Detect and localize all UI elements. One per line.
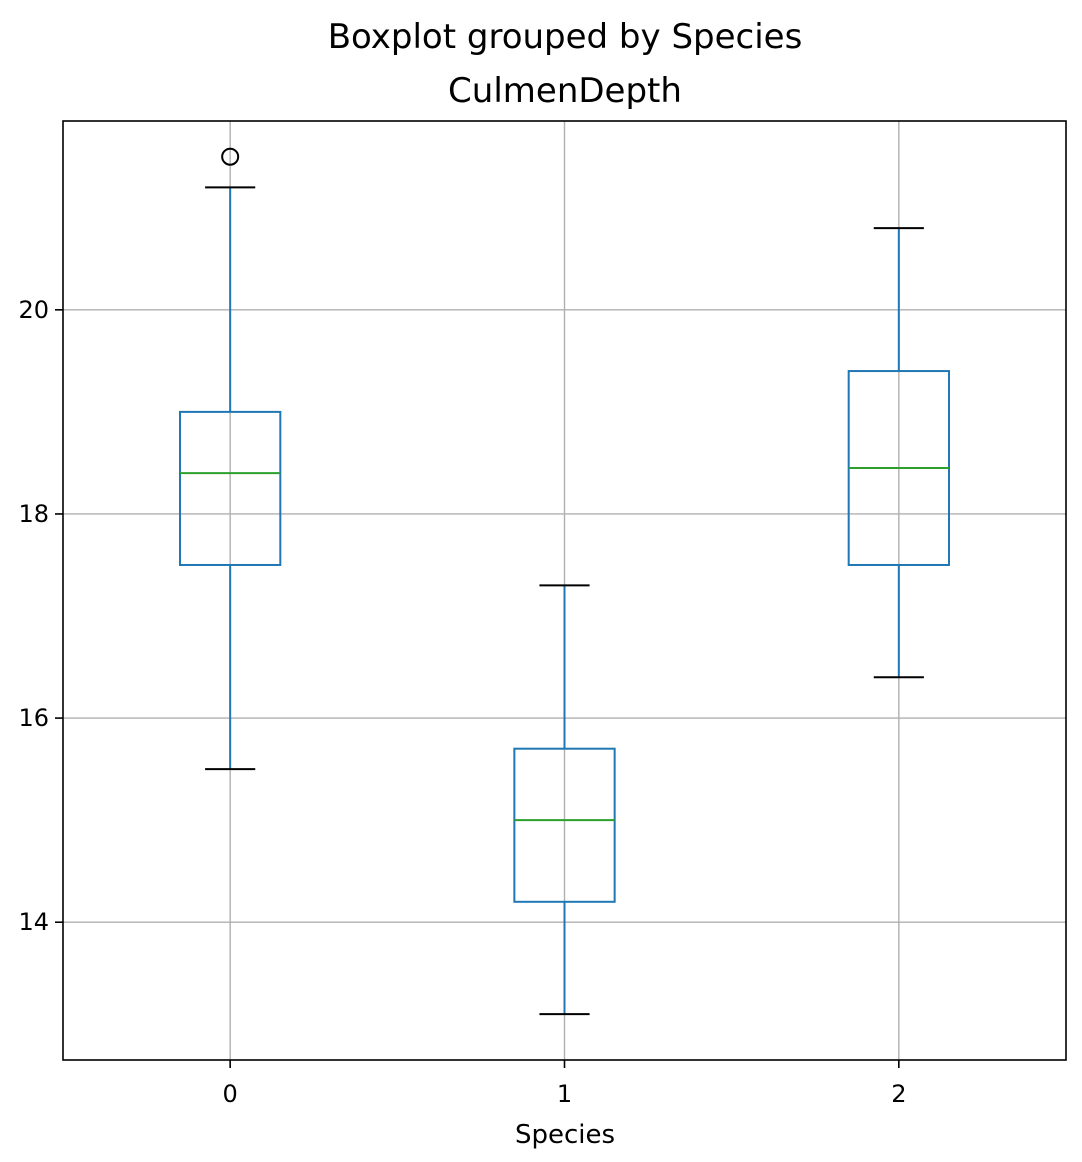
- y-tick-label: 14: [18, 908, 49, 936]
- chart-suptitle: Boxplot grouped by Species: [328, 17, 803, 57]
- y-tick-label: 20: [18, 296, 49, 324]
- x-tick-label: 2: [891, 1080, 906, 1108]
- x-tick-label: 1: [557, 1080, 572, 1108]
- y-tick-label: 18: [18, 500, 49, 528]
- x-tick-label: 0: [223, 1080, 238, 1108]
- x-axis-label: Species: [515, 1120, 615, 1150]
- box-iqr: [179, 410, 282, 566]
- box-iqr: [513, 747, 616, 903]
- y-tick-label: 16: [18, 704, 49, 732]
- outlier-point: [221, 147, 240, 166]
- chart-title: CulmenDepth: [448, 71, 682, 111]
